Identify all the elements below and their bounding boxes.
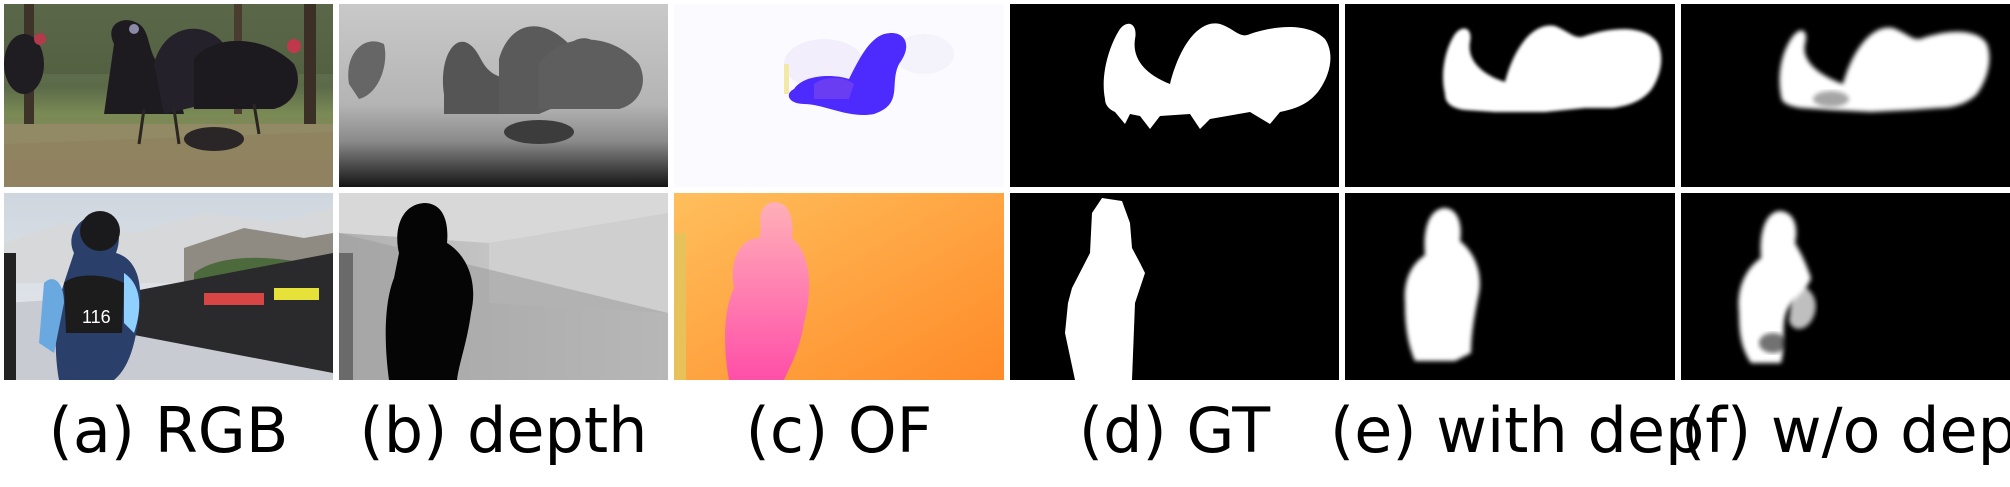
gt-turkeys-mask: [1010, 4, 1339, 187]
pred-with-depth-skier-mask: [1345, 193, 1675, 380]
caption-optical-flow: (c) OF: [745, 394, 933, 467]
rgb-skier-image: 116: [4, 193, 333, 380]
pred-with-depth-turkeys-mask: [1345, 4, 1675, 187]
caption-with-depth: (e) with dep: [1330, 394, 1705, 467]
flow-skier-image: [674, 193, 1004, 380]
svg-text:116: 116: [82, 307, 111, 327]
caption-ground-truth: (d) GT: [1078, 394, 1271, 467]
pred-without-depth-skier-mask: [1681, 193, 2010, 380]
caption-without-depth: (f) w/o dep: [1681, 394, 2010, 467]
depth-turkeys-image: [339, 4, 668, 187]
flow-turkeys-image: [674, 4, 1004, 187]
caption-rgb: (a) RGB: [48, 394, 289, 467]
gt-skier-mask: [1010, 193, 1339, 380]
rgb-turkeys-image: [4, 4, 333, 187]
depth-skier-image: [339, 193, 668, 380]
caption-depth: (b) depth: [359, 394, 648, 467]
pred-without-depth-turkeys-mask: [1681, 4, 2010, 187]
